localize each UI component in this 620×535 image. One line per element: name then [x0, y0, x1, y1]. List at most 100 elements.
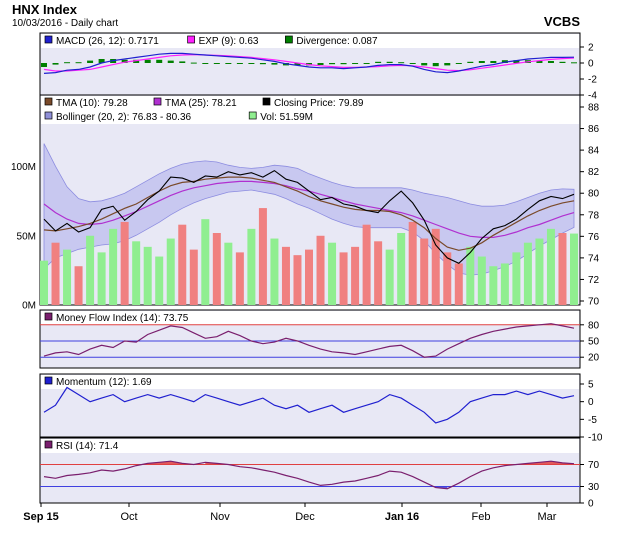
volume-bar	[512, 252, 521, 305]
y-tick-label: 2	[588, 43, 594, 54]
legend-swatch	[44, 97, 53, 106]
volume-bar	[500, 263, 509, 305]
chart-subtitle: 10/03/2016 - Daily chart	[12, 18, 118, 29]
divergence-bar	[259, 63, 266, 65]
divergence-bar	[317, 63, 324, 65]
volume-bar	[466, 246, 475, 305]
y-tick-label: -4	[588, 91, 597, 102]
volume-bar	[132, 241, 141, 305]
y-tick-label: 5	[588, 380, 594, 391]
legend-label: Momentum (12): 1.69	[56, 377, 152, 388]
volume-bar	[385, 249, 394, 305]
y-tick-label: 50	[588, 337, 600, 348]
divergence-bar	[179, 61, 186, 63]
volume-bar	[51, 242, 60, 305]
divergence-bar	[363, 63, 370, 64]
legend-label: Vol: 51.59M	[260, 112, 313, 123]
macd-panel: MACD (26, 12): 0.7171 EXP (9): 0.63 Diverg…	[39, 32, 597, 102]
volume-bar	[328, 242, 337, 305]
threshold-fill	[527, 461, 574, 465]
y-tick-label: 82	[588, 167, 600, 178]
y-tick-label: -10	[588, 433, 603, 444]
rsi-line	[43, 460, 575, 490]
divergence-bar	[421, 63, 428, 66]
y-tick-label: 84	[588, 146, 600, 157]
legend-label: RSI (14): 71.4	[56, 441, 119, 452]
divergence-bar	[329, 63, 336, 65]
divergence-bar	[202, 63, 209, 64]
volume-bar	[351, 246, 360, 305]
y-tick-label: 88	[588, 103, 600, 114]
volume-bar	[374, 241, 383, 305]
y-tick-label: 0	[588, 397, 594, 408]
legend-swatch	[285, 35, 293, 44]
volume-bar	[431, 228, 440, 305]
volume-bar	[86, 235, 95, 305]
divergence-bar	[352, 63, 359, 64]
divergence-bar	[386, 61, 393, 63]
y-tick-label: 30	[588, 482, 600, 493]
volume-bar	[189, 249, 198, 305]
volume-bar	[143, 246, 152, 305]
divergence-bar	[271, 63, 278, 65]
y-tick-label: 20	[588, 353, 600, 364]
divergence-bar	[513, 60, 520, 63]
y-tick-label: 74	[588, 253, 600, 264]
y-tick-label: 0	[588, 499, 594, 510]
momentum-line	[43, 386, 575, 424]
divergence-bar	[225, 63, 232, 64]
volume-bar	[420, 238, 429, 305]
rsi-panel: RSI (14): 71.4 70 30 0	[39, 437, 600, 510]
chart-title: HNX Index	[12, 2, 78, 17]
mfi-line	[43, 323, 575, 358]
volume-bar	[201, 219, 210, 305]
volume-bar	[558, 233, 567, 305]
legend-swatch	[153, 97, 162, 106]
legend-swatch	[44, 440, 53, 449]
legend-label: Bollinger (20, 2): 76.83 - 80.36	[56, 112, 192, 123]
divergence-bar	[156, 59, 163, 63]
volume-bar	[397, 233, 406, 305]
divergence-bar	[375, 61, 382, 63]
legend-swatch	[248, 111, 257, 120]
volume-bar	[120, 221, 129, 305]
y-tick-label: -2	[588, 75, 597, 86]
volume-bar	[270, 238, 279, 305]
divergence-bar	[236, 63, 243, 64]
exp-line	[43, 53, 575, 72]
volume-bar	[443, 252, 452, 305]
volume-bar	[281, 246, 290, 305]
legend-label: Money Flow Index (14): 73.75	[56, 313, 189, 324]
x-tick-label: Dec	[295, 511, 315, 523]
price-panel: TMA (10): 79.28 TMA (25): 78.21 Closing Pr…	[11, 94, 600, 312]
x-tick-label: Mar	[538, 511, 557, 523]
divergence-bar	[490, 61, 497, 63]
divergence-bar	[444, 63, 451, 66]
divergence-bar	[121, 59, 128, 63]
volume-bar	[97, 252, 106, 305]
divergence-bar	[190, 62, 197, 64]
closing-price-line	[43, 169, 575, 264]
divergence-bar	[213, 63, 220, 64]
chart-source: VCBS	[544, 14, 580, 29]
divergence-bar	[41, 63, 47, 67]
legend-label: Closing Price: 79.89	[274, 98, 364, 109]
y-tick-label: 78	[588, 210, 600, 221]
mfi-panel-legend-strip	[41, 311, 579, 325]
legend-swatch	[187, 35, 195, 44]
macd-line	[43, 52, 575, 74]
rsi-panel-legend-strip	[41, 439, 579, 453]
divergence-bar	[167, 60, 174, 63]
legend-swatch	[44, 35, 53, 44]
legend-swatch	[44, 111, 53, 120]
divergence-bar	[547, 61, 554, 63]
volume-bar	[178, 224, 187, 305]
y-tick-label: -5	[588, 415, 597, 426]
momentum-panel: Momentum (12): 1.69 5 0 -5 -10	[39, 373, 603, 444]
divergence-bar	[133, 59, 140, 63]
volume-bar	[224, 242, 233, 305]
volume-bar	[155, 256, 164, 305]
divergence-bar	[536, 60, 543, 63]
legend-swatch	[44, 312, 53, 321]
volume-tick-label: 50M	[17, 231, 36, 242]
